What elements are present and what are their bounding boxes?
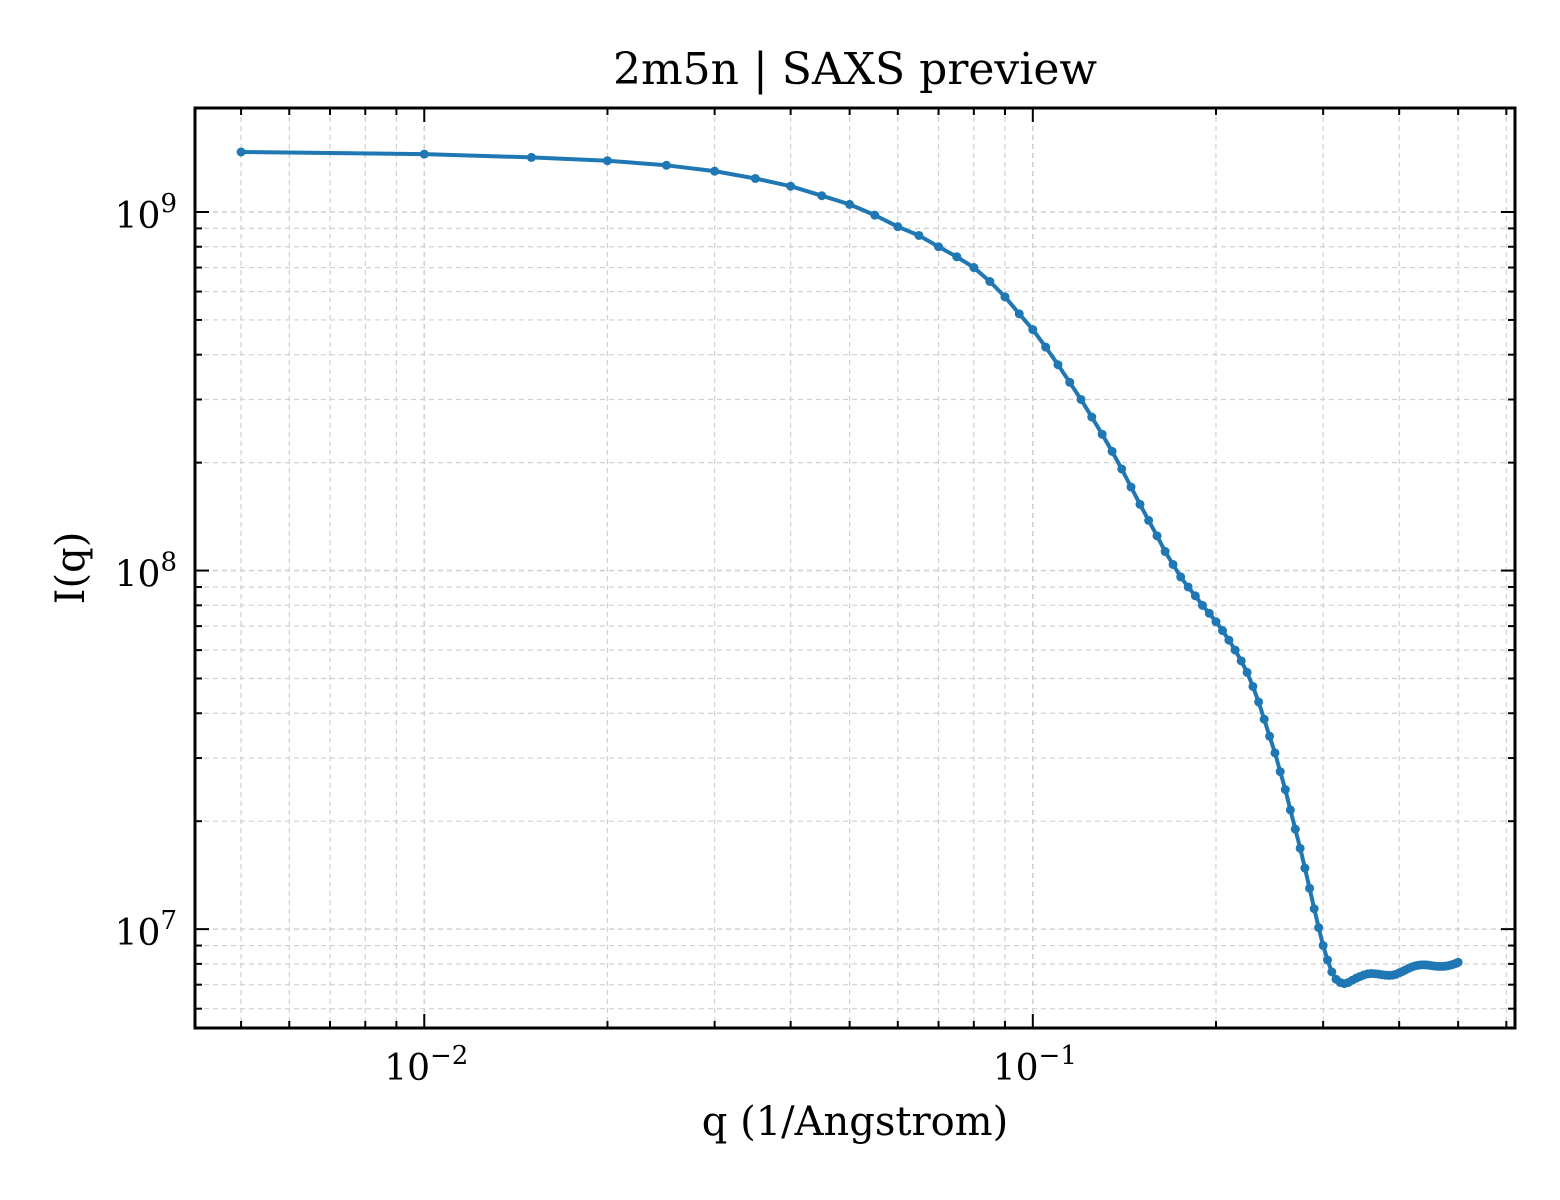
y-tick-label: 109 [115,189,177,237]
data-point [1097,429,1107,439]
data-point [1065,377,1075,387]
data-points [236,147,1463,989]
data-point [419,149,429,159]
data-point [1224,635,1234,645]
data-point [1160,547,1170,557]
data-point [1197,600,1207,610]
data-point [710,166,720,176]
data-point [1285,805,1295,815]
data-point [526,152,536,162]
data-point [1318,941,1328,951]
data-point [1126,482,1136,492]
data-point [1152,531,1162,541]
data-point [1248,681,1258,691]
data-point [1135,499,1145,509]
data-point [1218,626,1228,636]
data-point [985,276,995,286]
y-axis-label: I(q) [48,532,94,605]
data-point [934,242,944,252]
data-point [1041,342,1051,352]
data-point [1270,748,1280,758]
data-point [1053,360,1063,370]
tick-labels: 10−2 10−1 107 108 109 [115,189,1077,1089]
data-point [1275,767,1285,777]
data-point [1309,904,1319,914]
data-point [786,181,796,191]
data-point [1230,645,1240,655]
data-point [661,160,671,170]
data-point [893,222,903,232]
data-point [1300,863,1310,873]
data-point [1076,394,1086,404]
data-point [969,263,979,273]
data-point [845,199,855,209]
data-point [1117,464,1127,474]
data-point [952,252,962,262]
data-point [1144,515,1154,525]
y-tick-label: 108 [115,548,177,596]
data-point [870,210,880,220]
data-point [1168,559,1178,569]
data-point [1028,325,1038,335]
data-point [1176,572,1186,582]
data-point [236,147,246,157]
x-tick-label: 10−1 [993,1041,1077,1089]
data-point [1236,656,1246,666]
data-point [1280,785,1290,795]
grid [195,108,1515,1028]
data-point [1453,957,1463,967]
data-point [1107,446,1117,456]
data-point [1327,967,1337,977]
data-point [1211,617,1221,627]
data-point [1295,843,1305,853]
data-point [1183,582,1193,592]
data-point [1305,883,1315,893]
chart-title: 2m5n | SAXS preview [613,44,1097,95]
data-point [1087,412,1097,422]
data-point [1265,731,1275,741]
axis-ticks [195,108,1515,1028]
y-tick-label: 107 [115,906,177,954]
data-point [1242,667,1252,677]
data-point [1314,923,1324,933]
data-point [817,191,827,201]
data-point [1000,292,1010,302]
data-point [1190,591,1200,601]
data-point [602,156,612,166]
x-axis-label: q (1/Angstrom) [702,1099,1008,1145]
data-point [1290,824,1300,834]
data-point [1014,309,1024,319]
data-point [750,173,760,183]
data-point [1254,697,1264,707]
x-tick-label: 10−2 [384,1041,468,1089]
plot-frame [193,106,1517,1030]
data-point [1204,608,1214,618]
data-point [1323,955,1333,965]
data-point [914,230,924,240]
data-point [1259,714,1269,724]
